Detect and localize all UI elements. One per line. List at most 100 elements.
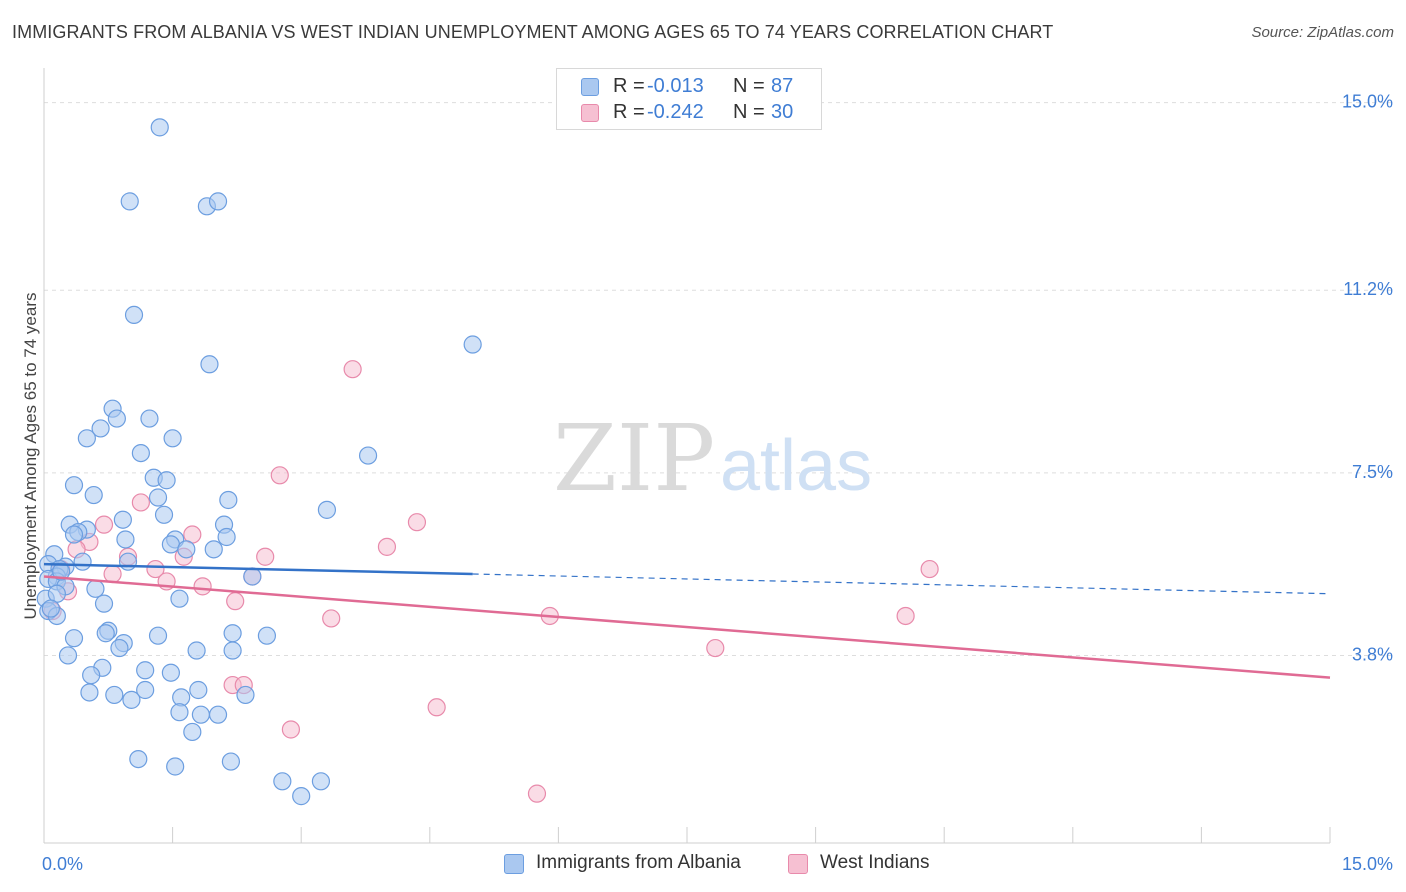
point-albania [113,510,132,529]
point-west-indians [256,547,275,566]
point-albania [58,646,78,665]
point-albania [148,626,168,645]
point-west-indians [94,515,114,534]
point-albania [183,722,202,742]
point-albania [317,500,337,519]
legend-n-value-west-indians: 30 [771,101,794,123]
point-albania [157,471,176,490]
legend-n-label: N = [733,75,765,97]
point-albania [107,409,126,428]
bottom-legend-swatch-west-indians [788,854,808,874]
point-albania [191,705,210,724]
legend-n-value-albania: 87 [771,75,794,97]
point-albania [116,530,135,549]
bottom-legend-swatch-albania [504,854,524,874]
point-albania [166,757,185,776]
legend-box: R = -0.013 N = 87 R = -0.242 N = 30 [556,68,822,130]
point-west-indians [146,559,165,579]
point-albania [208,192,228,211]
legend-n-label: N = [733,101,765,123]
point-albania [64,476,84,495]
point-albania [273,772,292,791]
point-west-indians [920,559,939,579]
y-axis-label: Unemployment Among Ages 65 to 74 years [21,293,40,620]
point-albania [131,443,150,463]
point-albania [463,335,482,354]
x-tick-left: 0.0% [42,854,83,874]
legend-r-value-albania: -0.013 [647,75,704,97]
point-albania [161,535,180,554]
point-albania [208,705,228,724]
trend-line-albania [43,562,473,576]
point-west-indians [377,537,397,556]
point-albania [223,641,242,660]
trend-layer [43,562,1331,679]
legend-r-label: R = [613,101,645,123]
watermark-zip: ZIP [553,405,715,512]
point-albania [120,192,139,211]
y-tick-label: 3.8% [1352,644,1393,664]
point-west-indians [527,784,547,803]
point-west-indians [322,609,341,628]
y-tick-label: 11.2% [1343,279,1393,299]
point-albania [82,666,101,685]
point-albania [189,680,208,700]
legend-swatch-west-indians [581,104,599,122]
chart-title: IMMIGRANTS FROM ALBANIA VS WEST INDIAN U… [12,22,1054,42]
point-west-indians [427,698,446,717]
axis-layer: 3.8% 7.5% 11.2% 15.0% [43,68,1393,844]
watermark-atlas: atlas [720,426,872,506]
point-albania [204,540,223,559]
point-albania [96,624,115,643]
point-west-indians [270,466,289,485]
x-tick-right: 15.0% [1342,854,1393,874]
point-west-indians [281,720,301,739]
point-albania [217,527,236,547]
trend-line-albania-extension [472,573,1331,595]
point-albania [170,703,189,722]
point-albania [140,409,159,428]
point-west-indians [131,493,150,512]
point-albania [223,624,242,643]
point-west-indians [407,513,427,532]
point-albania [200,355,219,374]
point-west-indians [706,638,725,658]
point-albania [129,749,148,769]
bottom-legend-label-albania: Immigrants from Albania [536,852,741,873]
point-albania [257,626,277,645]
point-west-indians [896,606,915,626]
point-albania [41,599,60,618]
point-albania [124,305,144,325]
legend-r-value-west-indians: -0.242 [647,101,704,123]
point-albania [73,552,92,571]
bottom-legend-label-west-indians: West Indians [820,852,930,873]
point-albania [163,429,182,448]
point-albania [94,594,114,613]
point-albania [221,752,240,771]
point-albania [161,663,180,682]
point-albania [150,118,169,137]
point-albania [86,579,105,598]
point-albania [170,589,189,608]
point-west-indians [193,577,212,596]
legend-swatch-albania [581,78,599,96]
point-albania [77,429,96,448]
point-west-indians [226,592,245,611]
point-albania [154,505,174,524]
point-albania [52,562,71,581]
point-albania [64,629,84,648]
point-albania [105,685,124,705]
point-albania [110,638,129,658]
point-albania [122,690,141,709]
point-albania [187,641,206,660]
legend-r-label: R = [613,75,645,97]
point-albania [219,490,238,510]
point-albania [118,552,138,571]
point-albania [177,540,196,559]
point-albania [64,525,84,544]
point-albania [236,685,255,705]
point-albania [84,485,103,505]
point-albania [292,787,311,806]
series-albania [36,118,482,806]
